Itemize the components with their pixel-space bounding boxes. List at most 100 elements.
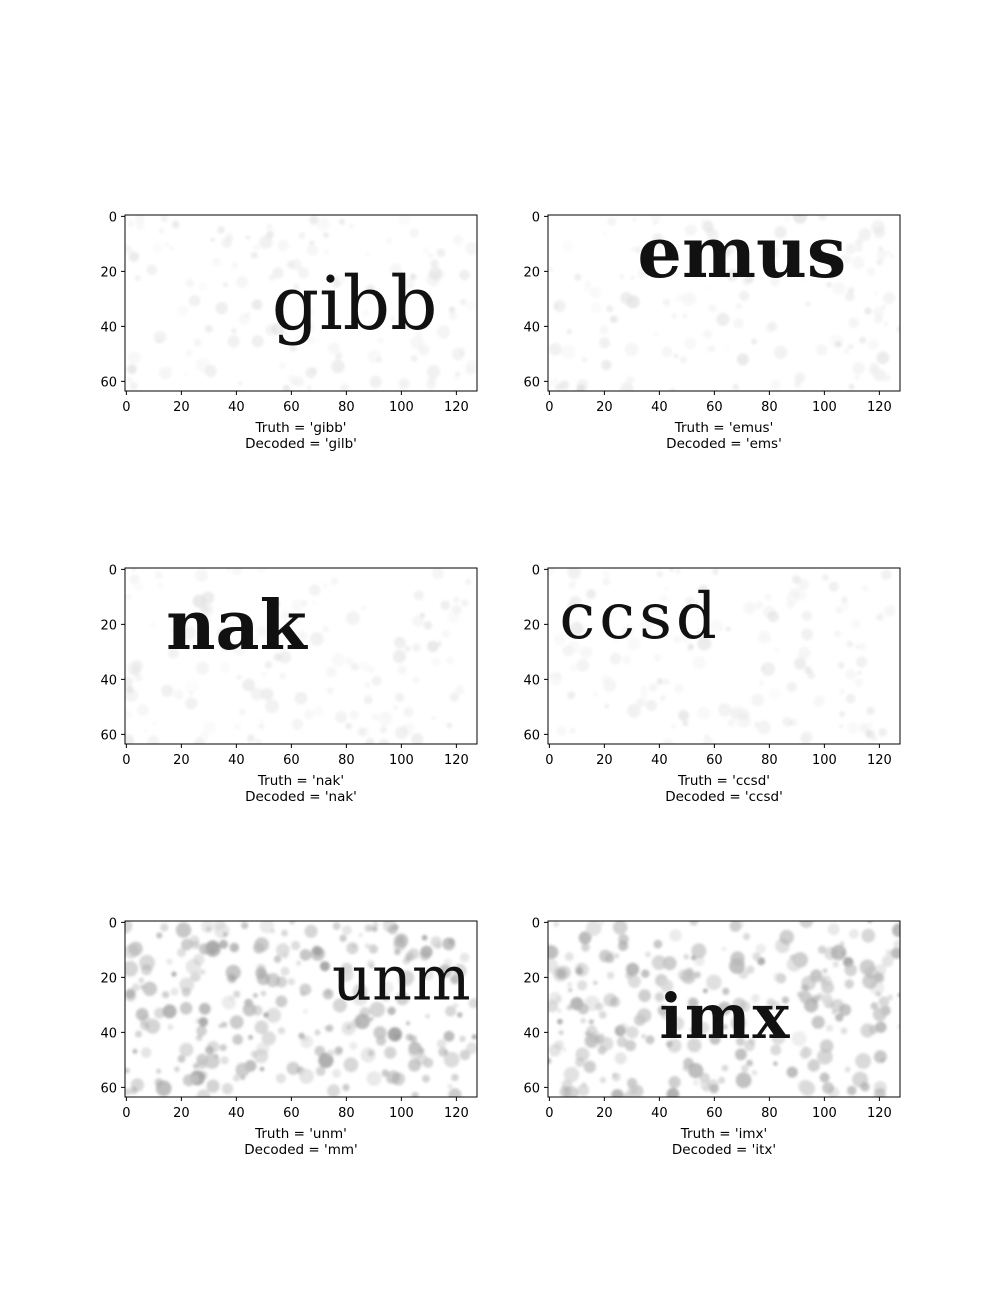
y-tick-label: 20 [523,265,540,280]
x-tick-label: 20 [173,1106,190,1121]
x-tick-label: 120 [867,753,892,768]
x-tick-label: 60 [706,400,723,415]
caption-truth: Truth = 'gibb' [255,420,347,436]
x-tick-label: 20 [596,753,613,768]
x-tick-label: 0 [122,400,130,415]
caption-truth: Truth = 'ccsd' [677,773,770,789]
image-word: imx [659,980,791,1053]
x-tick-label: 0 [545,400,553,415]
panel-2: emus 0 20 40 60 80 100 120 0 20 40 60 Truth = 'emus'… [523,210,901,452]
y-tick-label: 0 [532,916,540,931]
x-tick-label: 20 [596,400,613,415]
y-tick-label: 40 [100,673,117,688]
caption-truth: Truth = 'imx' [680,1126,767,1142]
x-tick-label: 0 [122,1106,130,1121]
caption-decoded: Decoded = 'ems' [666,436,782,452]
x-tick-label: 100 [812,1106,837,1121]
x-tick-label: 60 [283,1106,300,1121]
y-tick-label: 40 [100,1026,117,1041]
x-tick-label: 120 [867,400,892,415]
y-tick-label: 20 [523,618,540,633]
x-tick-label: 40 [651,400,668,415]
x-tick-label: 80 [761,400,778,415]
image-noise [548,568,896,744]
y-tick-label: 60 [523,375,540,390]
x-tick-label: 80 [338,400,355,415]
axes-frame [547,214,901,392]
y-tick-label: 0 [109,210,117,225]
x-tick-label: 100 [389,400,414,415]
x-tick-label: 80 [338,1106,355,1121]
y-tick-label: 20 [100,618,117,633]
image-noise [548,921,900,1097]
y-tick-label: 20 [100,971,117,986]
x-tick-label: 40 [228,400,245,415]
image-word: nak [166,586,309,666]
y-tick-label: 20 [523,971,540,986]
y-tick-label: 40 [523,1026,540,1041]
x-tick-label: 20 [173,753,190,768]
x-tick-label: 100 [389,753,414,768]
caption-decoded: Decoded = 'ccsd' [665,789,783,805]
image-background [125,215,477,391]
caption-truth: Truth = 'unm' [254,1126,347,1142]
panel-4: ccsd 0 20 40 60 80 100 120 0 20 40 60 Truth = 'ccsd'… [523,563,901,805]
x-tick-label: 60 [706,1106,723,1121]
caption-truth: Truth = 'emus' [674,420,774,436]
x-tick-label: 40 [651,753,668,768]
y-tick-label: 60 [100,375,117,390]
image-noise [548,215,900,391]
y-tick-label: 60 [523,1081,540,1096]
axes-frame [547,567,901,745]
x-tick-label: 80 [761,753,778,768]
x-tick-label: 120 [867,1106,892,1121]
axes-frame [124,214,478,392]
y-tick-label: 40 [100,320,117,335]
y-tick-label: 60 [100,728,117,743]
y-tick-label: 0 [532,563,540,578]
y-tick-label: 0 [109,563,117,578]
x-tick-label: 120 [444,753,469,768]
x-tick-label: 0 [545,753,553,768]
axes-frame [124,920,478,1098]
caption-decoded: Decoded = 'mm' [244,1142,357,1158]
x-tick-label: 40 [228,1106,245,1121]
x-tick-label: 80 [761,1106,778,1121]
caption-decoded: Decoded = 'nak' [245,789,357,805]
caption-truth: Truth = 'nak' [257,773,344,789]
x-tick-label: 60 [283,753,300,768]
x-tick-label: 120 [444,1106,469,1121]
panel-6: imx 0 20 40 60 80 100 120 0 20 40 60 Truth = 'imx'De… [523,916,901,1158]
image-noise [125,215,477,391]
image-noise [125,921,477,1097]
x-tick-label: 0 [122,753,130,768]
y-tick-label: 60 [523,728,540,743]
x-tick-label: 40 [651,1106,668,1121]
x-tick-label: 100 [812,400,837,415]
image-word: ccsd [559,580,721,654]
x-tick-label: 100 [812,753,837,768]
panel-5: unm 0 20 40 60 80 100 120 0 20 40 60 Truth = 'unm'De… [100,916,478,1158]
x-tick-label: 60 [283,400,300,415]
x-tick-label: 60 [706,753,723,768]
y-tick-label: 40 [523,673,540,688]
y-tick-label: 20 [100,265,117,280]
caption-decoded: Decoded = 'gilb' [245,436,357,452]
image-word: unm [332,941,471,1014]
y-tick-label: 0 [532,210,540,225]
panel-1: gibb 0 20 40 60 80 100 120 0 20 40 60 Truth = 'gibb'… [100,210,478,452]
y-tick-label: 60 [100,1081,117,1096]
image-word: gibb [272,261,438,347]
axes-frame [124,567,478,745]
x-tick-label: 20 [596,1106,613,1121]
x-tick-label: 0 [545,1106,553,1121]
panel-3: nak 0 20 40 60 80 100 120 0 20 40 60 Truth = 'nak'De… [100,563,478,805]
x-tick-label: 40 [228,753,245,768]
y-tick-label: 0 [109,916,117,931]
image-word: emus [637,211,846,294]
x-tick-label: 80 [338,753,355,768]
x-tick-label: 120 [444,400,469,415]
image-noise [125,568,472,744]
